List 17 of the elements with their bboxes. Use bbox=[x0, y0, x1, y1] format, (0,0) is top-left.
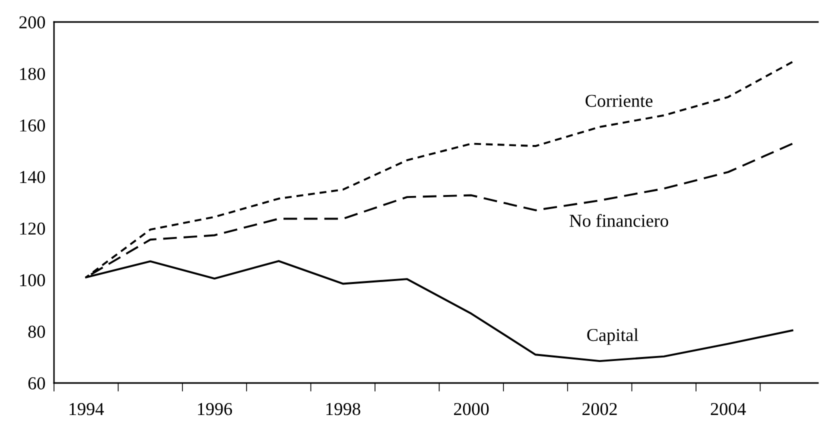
x-tick-label: 2002 bbox=[582, 402, 617, 416]
y-tick-label: 120 bbox=[20, 222, 45, 235]
x-tick-label: 1998 bbox=[326, 402, 360, 416]
x-tick-label: 1996 bbox=[198, 403, 232, 416]
y-tick-label: 160 bbox=[20, 119, 45, 132]
series-label: Corriente bbox=[586, 94, 652, 107]
y-tick-label: 140 bbox=[20, 170, 45, 184]
series-label: Capital bbox=[587, 328, 638, 345]
y-tick-label: 180 bbox=[20, 68, 45, 80]
y-tick-label: 80 bbox=[28, 326, 45, 338]
x-tick-label: 2004 bbox=[710, 402, 746, 416]
y-tick-label: 100 bbox=[20, 274, 45, 286]
y-tick-label: 60 bbox=[28, 377, 45, 390]
x-tick-label: 2000 bbox=[454, 402, 489, 416]
y-tick-label: 200 bbox=[19, 16, 45, 28]
x-tick-label: 1994 bbox=[70, 403, 104, 416]
series-label: No financiero bbox=[570, 214, 668, 227]
